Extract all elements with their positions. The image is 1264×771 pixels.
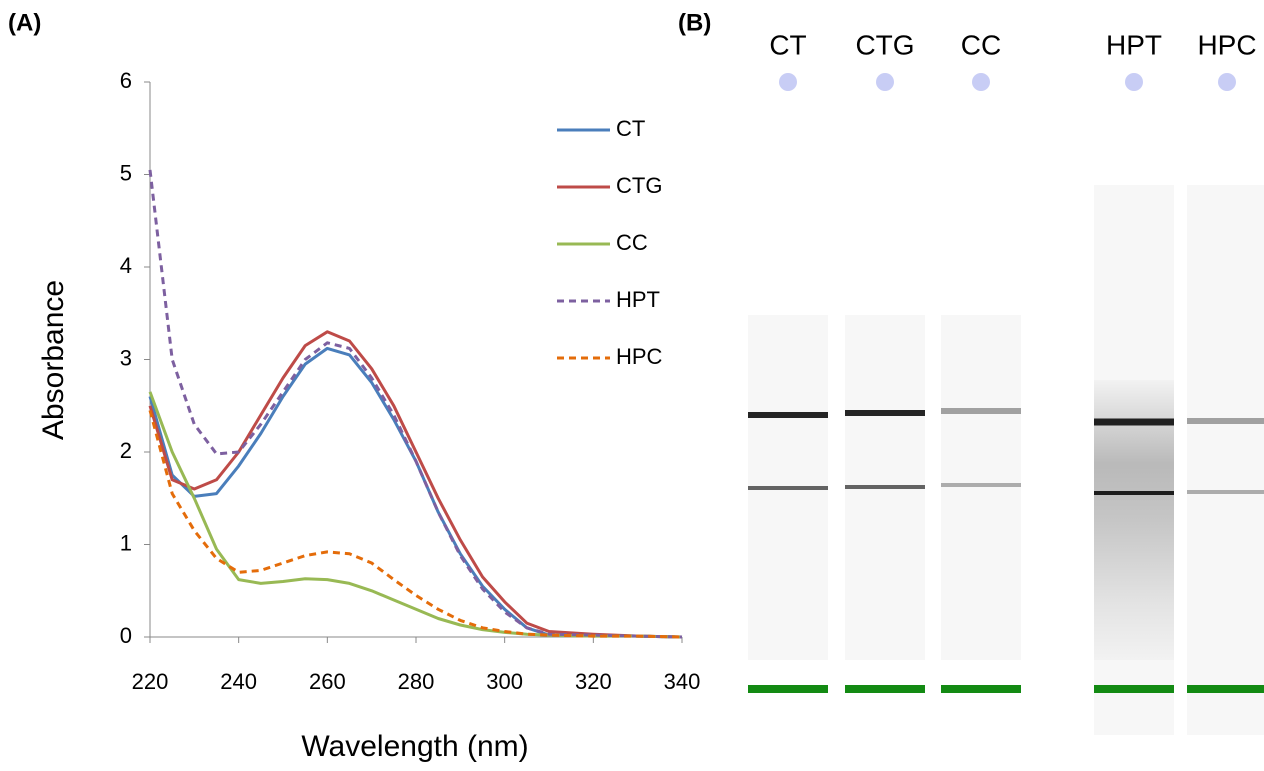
y-tick-label: 2	[120, 438, 132, 463]
gel-band	[845, 410, 925, 416]
marker-band	[1187, 685, 1264, 693]
y-tick-label: 5	[120, 160, 132, 185]
lane-smear	[1094, 380, 1174, 660]
x-tick-label: 220	[132, 669, 169, 694]
x-axis-title: Wavelength (nm)	[301, 730, 528, 763]
y-tick-label: 1	[120, 530, 132, 555]
lane-label: HPC	[1197, 29, 1256, 60]
gel-band	[748, 486, 828, 490]
well-marker	[1218, 73, 1236, 91]
well-marker	[876, 73, 894, 91]
x-tick-label: 240	[220, 669, 257, 694]
legend-label: CC	[616, 230, 648, 255]
x-tick-label: 280	[398, 669, 435, 694]
gel-band	[1094, 491, 1174, 495]
legend-label: CT	[616, 116, 645, 141]
gel-band	[1094, 418, 1174, 426]
data-line	[148, 169, 683, 639]
marker-band	[1094, 685, 1174, 693]
data-line	[148, 391, 683, 639]
y-tick-label: 3	[120, 345, 132, 370]
lane-bg	[941, 315, 1021, 660]
gel-band	[748, 412, 828, 418]
gel-band	[1187, 418, 1264, 424]
y-tick-label: 6	[120, 68, 132, 93]
y-tick-label: 0	[120, 623, 132, 648]
x-tick-label: 320	[575, 669, 612, 694]
gel-band	[941, 483, 1021, 487]
panel-label: (A)	[8, 9, 41, 36]
lane-label: CC	[961, 29, 1001, 60]
gel-band	[1187, 490, 1264, 494]
marker-band	[941, 685, 1021, 693]
legend-label: HPT	[616, 287, 660, 312]
lane-bg	[1187, 185, 1264, 735]
y-tick-label: 4	[120, 253, 132, 278]
gel-band	[845, 485, 925, 489]
panel-label: (B)	[678, 9, 711, 36]
legend-label: CTG	[616, 173, 662, 198]
well-marker	[972, 73, 990, 91]
lane-label: CTG	[855, 29, 914, 60]
data-line	[148, 346, 683, 639]
x-tick-label: 260	[309, 669, 346, 694]
data-line	[148, 410, 683, 639]
well-marker	[779, 73, 797, 91]
data-line	[148, 330, 683, 639]
gel-band	[941, 408, 1021, 414]
y-axis-title: Absorbance	[37, 280, 70, 440]
lane-label: HPT	[1106, 29, 1162, 60]
legend-label: HPC	[616, 344, 663, 369]
x-tick-label: 340	[664, 669, 701, 694]
marker-band	[845, 685, 925, 693]
x-tick-label: 300	[486, 669, 523, 694]
well-marker	[1125, 73, 1143, 91]
lane-label: CT	[769, 29, 806, 60]
marker-band	[748, 685, 828, 693]
